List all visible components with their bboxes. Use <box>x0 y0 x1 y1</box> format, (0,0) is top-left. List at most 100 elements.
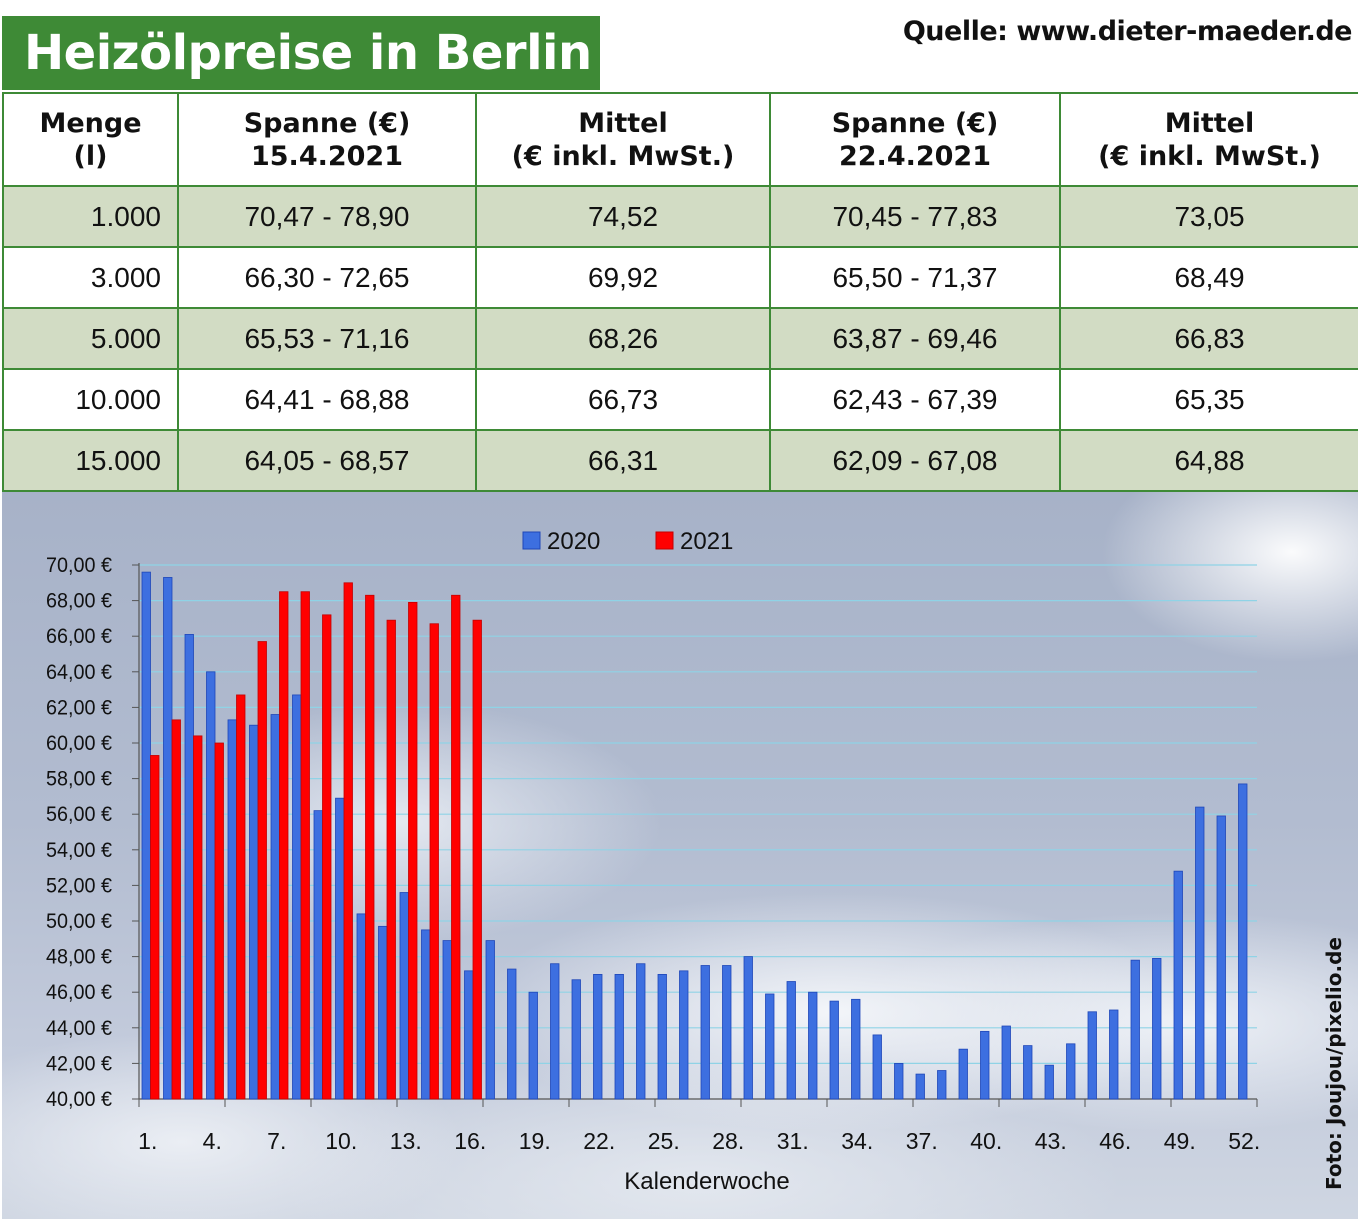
bar-2020-week-27 <box>700 965 710 1100</box>
x-tick-label: 34. <box>841 1128 873 1154</box>
x-tick-label: 31. <box>777 1128 809 1154</box>
bar-2020-week-37 <box>915 1073 925 1100</box>
bar-2020-week-26 <box>679 970 689 1100</box>
bar-2021-week-12 <box>386 619 396 1100</box>
y-tick-label: 46,00 € <box>46 981 112 1004</box>
bar-2020-week-32 <box>808 991 818 1100</box>
header-line: (€ inkl. MwSt.) <box>1098 140 1321 172</box>
x-tick-label: 37. <box>906 1128 938 1154</box>
bar-2020-week-25 <box>657 973 667 1100</box>
bar-2021-week-10 <box>343 582 353 1100</box>
table-cell: 68,26 <box>475 307 771 370</box>
x-tick-label: 40. <box>970 1128 1002 1154</box>
header-spanne-1: Spanne (€) 15.4.2021 <box>177 92 477 187</box>
table-cell: 62,43 - 67,39 <box>769 368 1061 431</box>
table-cell: 63,87 - 69,46 <box>769 307 1061 370</box>
bar-2020-week-18 <box>507 968 517 1100</box>
bar-2021-week-14 <box>429 623 439 1100</box>
legend-swatch-2020 <box>522 531 541 550</box>
table-cell: 65,50 - 71,37 <box>769 246 1061 309</box>
bar-2020-week-19 <box>528 991 538 1100</box>
y-tick-label: 48,00 € <box>46 946 112 969</box>
legend-label-2021: 2021 <box>680 528 733 555</box>
y-tick-label: 68,00 € <box>46 590 112 613</box>
bar-2020-week-28 <box>722 965 732 1100</box>
y-tick-label: 52,00 € <box>46 874 112 897</box>
page-title: Heizölpreise in Berlin <box>2 16 600 90</box>
bar-2020-week-29 <box>743 956 753 1100</box>
y-tick-label: 42,00 € <box>46 1052 112 1075</box>
table-cell: 1.000 <box>2 185 179 248</box>
table-row: 10.000 64,41 - 68,88 66,73 62,43 - 67,39… <box>2 368 1358 431</box>
header-line: Spanne (€) <box>243 107 411 139</box>
bar-2020-week-2 <box>163 577 173 1100</box>
bar-2020-week-52 <box>1238 783 1248 1100</box>
header-line: Mittel <box>578 107 668 139</box>
bar-2020-week-36 <box>894 1063 904 1100</box>
header-line: Mittel <box>1164 107 1255 139</box>
table-cell: 66,73 <box>475 368 771 431</box>
y-tick-label: 70,00 € <box>46 554 112 577</box>
x-tick-label: 22. <box>583 1128 615 1154</box>
y-tick-label: 60,00 € <box>46 732 112 755</box>
x-tick-label: 43. <box>1035 1128 1067 1154</box>
y-tick-label: 58,00 € <box>46 768 112 791</box>
bar-2020-week-43 <box>1044 1064 1054 1100</box>
y-tick-label: 62,00 € <box>46 696 112 719</box>
x-tick-label: 1. <box>138 1128 157 1154</box>
header-spanne-2: Spanne (€) 22.4.2021 <box>769 92 1061 187</box>
photo-credit: Foto: Joujou/pixelio.de <box>1322 937 1346 1190</box>
header-line: Menge <box>39 107 142 139</box>
bar-2020-week-10 <box>335 797 345 1100</box>
bar-2021-week-6 <box>257 641 267 1100</box>
table-cell: 5.000 <box>2 307 179 370</box>
bar-2021-week-1 <box>150 755 160 1100</box>
x-tick-label: 16. <box>454 1128 486 1154</box>
x-tick-label: 10. <box>325 1128 357 1154</box>
bar-2020-week-40 <box>980 1030 990 1100</box>
header-line: 22.4.2021 <box>838 140 992 172</box>
y-tick-label: 44,00 € <box>46 1017 112 1040</box>
table-cell: 68,49 <box>1059 246 1358 309</box>
bar-2021-week-13 <box>408 601 418 1100</box>
table-cell: 64,41 - 68,88 <box>177 368 477 431</box>
bar-2021-week-8 <box>300 591 310 1100</box>
price-chart: 40,00 € 42,00 € 44,00 € 46,00 € 48,00 € 50,00… <box>46 528 1260 1195</box>
bar-2020-week-46 <box>1109 1009 1119 1100</box>
bar-2020-week-39 <box>958 1048 968 1100</box>
y-tick-label: 64,00 € <box>46 661 112 684</box>
bar-2020-week-12 <box>378 925 388 1100</box>
bar-2020-week-49 <box>1173 870 1183 1100</box>
bar-2020-week-22 <box>593 973 603 1100</box>
bar-2020-week-42 <box>1023 1045 1033 1100</box>
bar-2021-week-5 <box>236 694 246 1100</box>
table-cell: 3.000 <box>2 246 179 309</box>
bar-2020-week-33 <box>829 1000 839 1100</box>
bar-2020-week-45 <box>1087 1011 1097 1100</box>
bar-2020-week-24 <box>636 963 646 1100</box>
x-tick-label: 49. <box>1164 1128 1196 1154</box>
bar-2020-week-34 <box>851 998 861 1100</box>
bar-2020-week-48 <box>1152 957 1162 1100</box>
price-table: Menge (l) Spanne (€) 15.4.2021 Mittel (€ in… <box>2 92 1358 492</box>
bar-2020-week-44 <box>1066 1043 1076 1100</box>
table-cell: 70,47 - 78,90 <box>177 185 477 248</box>
y-tick-label: 66,00 € <box>46 625 112 648</box>
x-tick-label: 52. <box>1228 1128 1260 1154</box>
source-label: Quelle: www.dieter-maeder.de <box>902 16 1353 47</box>
table-cell: 69,92 <box>475 246 771 309</box>
x-axis-label: Kalenderwoche <box>624 1168 789 1195</box>
table-cell: 65,53 - 71,16 <box>177 307 477 370</box>
legend-label-2020: 2020 <box>547 528 600 555</box>
table-row: 15.000 64,05 - 68,57 66,31 62,09 - 67,08… <box>2 429 1358 492</box>
header-mittel-1: Mittel (€ inkl. MwSt.) <box>475 92 771 187</box>
bar-2021-week-11 <box>365 594 375 1100</box>
table-cell: 66,31 <box>475 429 771 492</box>
bar-2020-week-38 <box>937 1070 947 1100</box>
bar-2020-week-4 <box>206 671 216 1100</box>
chart-area: 40,00 € 42,00 € 44,00 € 46,00 € 48,00 € 50,00… <box>2 492 1358 1219</box>
x-tick-label: 7. <box>267 1128 286 1154</box>
bar-2021-week-16 <box>472 619 482 1100</box>
bar-2020-week-15 <box>442 940 452 1100</box>
header-line: (€ inkl. MwSt.) <box>511 140 735 172</box>
